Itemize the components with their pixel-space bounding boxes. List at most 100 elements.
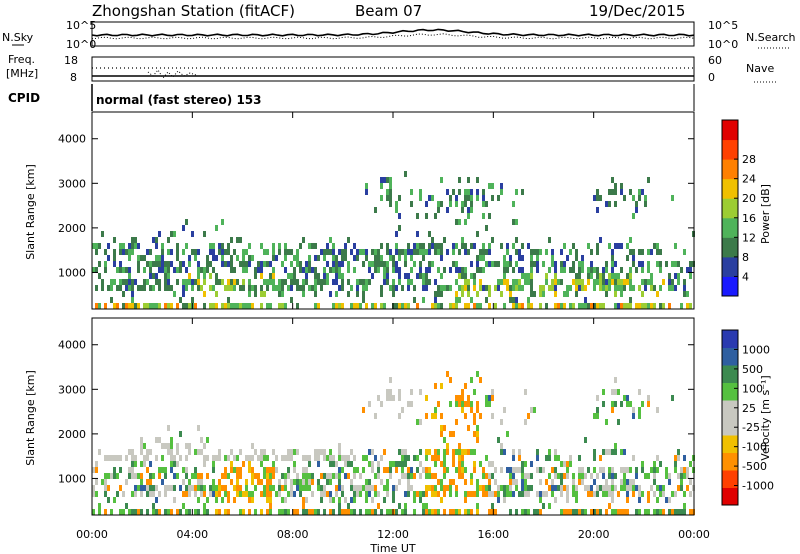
heatmap-cell (437, 291, 440, 297)
heatmap-cell (335, 279, 338, 285)
heatmap-cell (680, 485, 683, 491)
heatmap-cell (515, 237, 518, 243)
heatmap-cell (455, 297, 458, 303)
heatmap-cell (470, 201, 473, 207)
heatmap-cell (494, 285, 497, 291)
heatmap-cell (230, 479, 233, 485)
heatmap-cell (101, 279, 104, 285)
heatmap-cell (410, 255, 413, 261)
heatmap-cell (371, 249, 374, 255)
heatmap-cell (647, 249, 650, 255)
heatmap-cell (353, 485, 356, 491)
heatmap-cell (584, 297, 587, 303)
heatmap-cell (392, 291, 395, 297)
heatmap-cell (338, 497, 341, 503)
heatmap-cell (632, 249, 635, 255)
colorbar-tick-label: 24 (742, 173, 756, 186)
heatmap-cell (263, 249, 266, 255)
heatmap-cell (95, 243, 98, 249)
heatmap-cell (644, 509, 647, 515)
heatmap-cell (440, 497, 443, 503)
heatmap-cell (449, 377, 452, 383)
heatmap-cell (557, 455, 560, 461)
heatmap-cell (290, 455, 293, 461)
heatmap-cell (194, 491, 197, 497)
heatmap-cell (521, 479, 524, 485)
nsky-label: N.Sky (2, 31, 34, 44)
heatmap-cell (125, 267, 128, 273)
heatmap-cell (434, 297, 437, 303)
heatmap-cell (476, 371, 479, 377)
heatmap-cell (314, 279, 317, 285)
heatmap-cell (296, 255, 299, 261)
heatmap-cell (176, 461, 179, 467)
heatmap-cell (518, 279, 521, 285)
heatmap-cell (329, 509, 332, 515)
heatmap-cell (608, 189, 611, 195)
heatmap-cell (485, 491, 488, 497)
heatmap-cell (449, 509, 452, 515)
heatmap-cell (95, 467, 98, 473)
heatmap-cell (227, 279, 230, 285)
heatmap-cell (479, 255, 482, 261)
heatmap-cell (152, 473, 155, 479)
heatmap-cell (488, 249, 491, 255)
heatmap-cell (578, 467, 581, 473)
heatmap-cell (428, 231, 431, 237)
heatmap-cell (632, 255, 635, 261)
heatmap-cell (254, 473, 257, 479)
heatmap-cell (236, 303, 239, 309)
heatmap-cell (344, 461, 347, 467)
heatmap-cell (272, 461, 275, 467)
heatmap-cell (119, 509, 122, 515)
heatmap-cell (674, 273, 677, 279)
heatmap-cell (260, 479, 263, 485)
heatmap-cell (407, 401, 410, 407)
heatmap-cell (131, 243, 134, 249)
heatmap-cell (536, 467, 539, 473)
heatmap-cell (680, 467, 683, 473)
heatmap-cell (689, 273, 692, 279)
heatmap-cell (533, 261, 536, 267)
heatmap-cell (197, 273, 200, 279)
heatmap-cell (311, 491, 314, 497)
heatmap-cell (476, 291, 479, 297)
heatmap-cell (194, 303, 197, 309)
heatmap-cell (626, 491, 629, 497)
heatmap-cell (452, 243, 455, 249)
heatmap-cell (419, 243, 422, 249)
heatmap-cell (620, 291, 623, 297)
heatmap-cell (638, 189, 641, 195)
heatmap-cell (299, 261, 302, 267)
heatmap-cell (464, 413, 467, 419)
heatmap-cell (413, 297, 416, 303)
heatmap-cell (191, 249, 194, 255)
heatmap-cell (338, 485, 341, 491)
heatmap-cell (116, 267, 119, 273)
heatmap-cell (335, 303, 338, 309)
heatmap-cell (407, 473, 410, 479)
heatmap-cell (527, 413, 530, 419)
heatmap-cell (377, 503, 380, 509)
heatmap-cell (143, 279, 146, 285)
heatmap-cell (434, 243, 437, 249)
heatmap-cell (461, 285, 464, 291)
colorbar-tick-label: 4 (742, 270, 749, 283)
heatmap-cell (170, 455, 173, 461)
nsky-tick-bottom: 10^0 (66, 38, 96, 51)
heatmap-cell (407, 479, 410, 485)
heatmap-cell (467, 395, 470, 401)
colorbar-swatch (722, 487, 738, 506)
heatmap-cell (503, 303, 506, 309)
heatmap-cell (572, 243, 575, 249)
heatmap-cell (185, 491, 188, 497)
heatmap-cell (557, 303, 560, 309)
heatmap-cell (326, 455, 329, 461)
heatmap-cell (179, 267, 182, 273)
heatmap-cell (143, 485, 146, 491)
heatmap-cell (593, 467, 596, 473)
heatmap-cell (407, 279, 410, 285)
heatmap-cell (107, 485, 110, 491)
heatmap-cell (341, 273, 344, 279)
